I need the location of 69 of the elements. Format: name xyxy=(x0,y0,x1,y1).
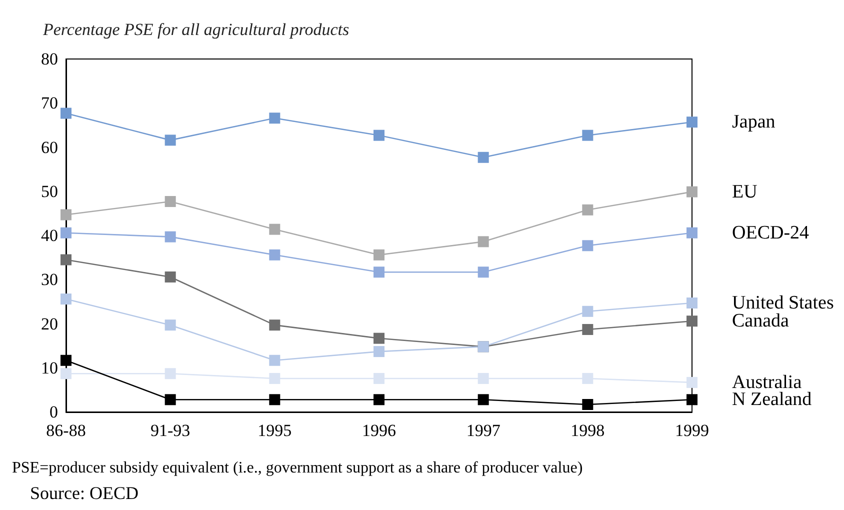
point xyxy=(478,394,489,406)
text: PSE=producer subsidy equivalent (i.e., government support as a share of producer value) xyxy=(12,460,583,476)
x-tick-label: 1998 xyxy=(570,421,605,440)
point xyxy=(60,108,72,119)
point xyxy=(60,209,72,220)
point xyxy=(164,368,176,380)
point xyxy=(60,227,72,238)
point xyxy=(164,231,176,242)
x-tick-label: 91-93 xyxy=(150,421,190,440)
x-tick-label: 86-88 xyxy=(46,421,86,440)
point xyxy=(582,240,594,252)
series-label: Japan xyxy=(732,112,776,133)
point xyxy=(374,372,384,384)
point xyxy=(686,316,698,327)
point xyxy=(164,134,176,146)
y-tick-label: 40 xyxy=(41,226,58,245)
point xyxy=(374,266,384,278)
point xyxy=(269,372,280,384)
point xyxy=(686,376,698,388)
point xyxy=(478,266,489,278)
point xyxy=(164,320,176,331)
x-tick-label: 1995 xyxy=(258,421,292,440)
point xyxy=(374,332,384,344)
x-tick-label: 1997 xyxy=(466,421,501,440)
point xyxy=(478,372,489,384)
chart-title: Percentage PSE for all agricultural products xyxy=(42,20,350,39)
point xyxy=(686,394,698,406)
point xyxy=(686,227,698,238)
point xyxy=(582,306,594,317)
point xyxy=(374,346,384,358)
point xyxy=(374,130,384,141)
point xyxy=(164,271,176,282)
x-tick-label: 1996 xyxy=(362,421,396,440)
point xyxy=(582,130,594,141)
point xyxy=(686,186,698,198)
point xyxy=(60,368,72,380)
point xyxy=(582,204,594,216)
y-tick-label: 30 xyxy=(41,270,58,290)
y-tick-label: 50 xyxy=(41,182,58,201)
point xyxy=(582,399,594,410)
point xyxy=(478,236,489,248)
series-label: OECD-24 xyxy=(732,222,810,244)
point xyxy=(686,116,698,128)
point xyxy=(164,394,176,406)
point xyxy=(60,254,72,266)
series-label: EU xyxy=(732,181,758,202)
point xyxy=(60,354,72,366)
point xyxy=(60,294,72,305)
point xyxy=(269,320,280,331)
point xyxy=(374,394,384,406)
point xyxy=(269,112,280,124)
point xyxy=(374,249,384,260)
y-tick-label: 10 xyxy=(41,358,58,378)
point xyxy=(269,354,280,366)
y-tick-label: 80 xyxy=(41,50,58,68)
point xyxy=(686,298,698,309)
point xyxy=(582,372,594,384)
point xyxy=(478,152,489,163)
point xyxy=(582,324,594,335)
point xyxy=(269,224,280,235)
x-tick-label: 1999 xyxy=(675,421,709,440)
y-tick-label: 60 xyxy=(41,138,58,157)
y-tick-label: 0 xyxy=(50,402,58,422)
point xyxy=(269,394,280,406)
point xyxy=(164,196,176,208)
source-note: Source: OECD xyxy=(30,483,138,503)
y-tick-label: 20 xyxy=(41,314,58,334)
y-tick-label: 70 xyxy=(41,94,58,113)
point xyxy=(269,249,280,260)
